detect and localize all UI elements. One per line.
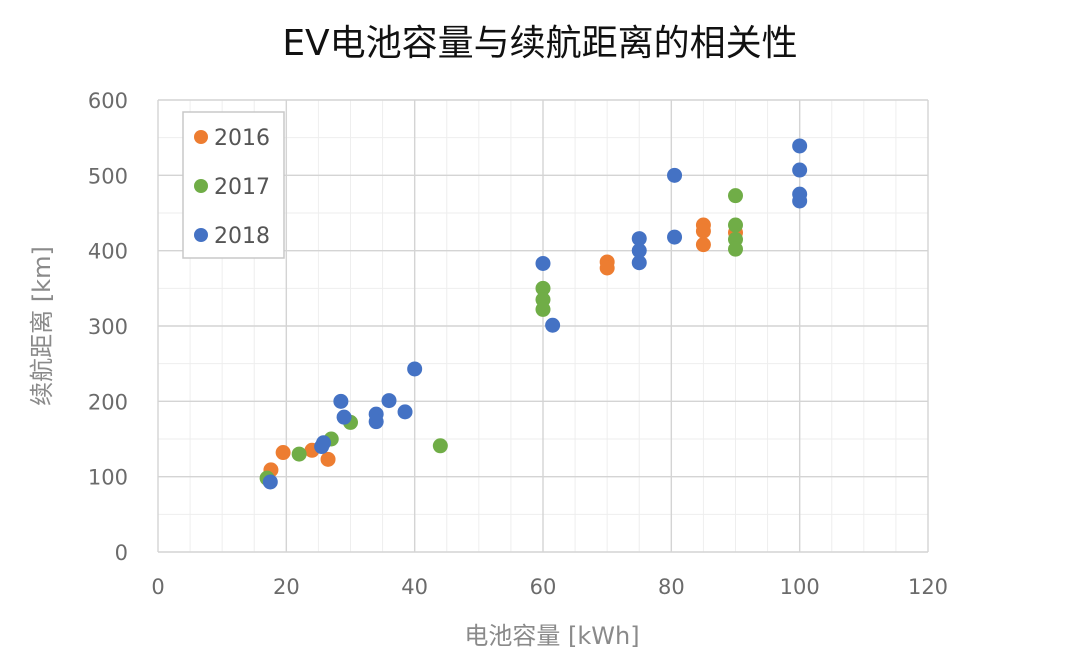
data-point (397, 404, 413, 420)
legend-label: 2017 (214, 175, 270, 200)
axis-ticks: 0 100 200 300 400 500 600 0 20 40 60 80 100 120 (88, 89, 948, 599)
series-2017 (259, 188, 743, 486)
data-point (275, 445, 291, 461)
data-point (316, 435, 332, 451)
legend-label: 2018 (214, 224, 270, 249)
data-point (320, 451, 336, 467)
data-point (631, 243, 647, 259)
y-tick-label: 300 (88, 315, 128, 339)
y-tick-label: 0 (115, 541, 128, 565)
x-tick-label: 120 (908, 575, 948, 599)
data-point (535, 255, 551, 271)
legend: 2016 2017 2018 (182, 111, 285, 259)
x-tick-label: 60 (530, 575, 557, 599)
y-tick-label: 500 (88, 164, 128, 188)
data-point (792, 162, 808, 178)
x-tick-label: 80 (658, 575, 685, 599)
data-point (545, 317, 561, 333)
data-point (695, 223, 711, 239)
data-point (631, 231, 647, 247)
x-tick-label: 100 (780, 575, 820, 599)
data-point (728, 188, 743, 204)
y-tick-label: 100 (88, 466, 128, 490)
data-point (381, 393, 397, 409)
data-point (728, 217, 743, 233)
data-point (432, 438, 448, 454)
x-tick-label: 20 (273, 575, 300, 599)
y-tick-label: 400 (88, 240, 128, 264)
x-tick-label: 40 (401, 575, 428, 599)
y-tick-label: 600 (88, 89, 128, 113)
data-point (291, 446, 307, 462)
legend-marker (194, 228, 208, 242)
data-point (667, 167, 683, 183)
legend-marker (194, 130, 208, 144)
data-point (667, 229, 683, 245)
data-point (336, 409, 352, 425)
series-2018 (262, 138, 808, 490)
data-point (792, 193, 808, 209)
data-point (535, 280, 551, 296)
data-point (368, 414, 384, 430)
data-point (631, 255, 647, 271)
x-tick-label: 0 (151, 575, 164, 599)
data-points (259, 138, 808, 490)
data-point (262, 474, 278, 490)
legend-label: 2016 (214, 126, 270, 151)
y-axis-title: 续航距离 [km] (28, 246, 56, 406)
x-axis-title: 电池容量 [kWh] (464, 622, 639, 650)
data-point (792, 138, 808, 154)
data-point (695, 237, 711, 253)
data-point (728, 241, 743, 257)
legend-marker (194, 179, 208, 193)
data-point (407, 361, 423, 377)
data-point (599, 260, 615, 276)
data-point (333, 393, 349, 409)
y-tick-label: 200 (88, 390, 128, 414)
chart-title: EV电池容量与续航距离的相关性 (282, 23, 798, 64)
data-point (535, 301, 551, 317)
